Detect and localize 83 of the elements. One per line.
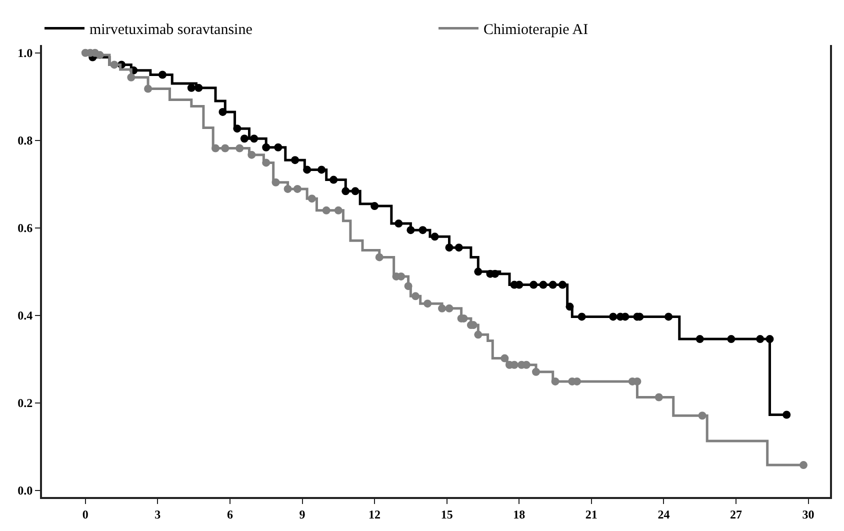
x-tick-label: 24: [658, 507, 670, 522]
point: [233, 124, 242, 133]
point: [240, 134, 248, 143]
point: [782, 410, 791, 419]
point: [96, 51, 104, 60]
point: [334, 206, 342, 214]
point: [530, 280, 538, 289]
point: [236, 144, 244, 152]
point: [127, 73, 136, 82]
x-tick-label: 12: [368, 507, 381, 522]
point: [532, 368, 540, 376]
x-tick-label: 21: [585, 507, 598, 522]
y-tick-label: 0.8: [18, 134, 33, 148]
point: [308, 194, 316, 203]
point: [110, 60, 118, 69]
point: [404, 282, 412, 290]
point: [272, 178, 280, 186]
point: [445, 304, 454, 312]
point: [322, 206, 330, 214]
point: [293, 184, 302, 193]
point: [548, 280, 557, 289]
point: [144, 84, 152, 93]
point: [474, 268, 482, 276]
point: [221, 144, 230, 152]
point: [539, 280, 548, 289]
x-tick-label: 18: [513, 507, 526, 522]
point: [445, 244, 454, 252]
point: [698, 412, 706, 420]
point: [330, 176, 338, 184]
point: [406, 226, 415, 234]
point: [664, 312, 673, 321]
point: [558, 280, 567, 289]
point: [158, 70, 166, 79]
point: [609, 312, 618, 321]
y-tick-label: 0.4: [18, 308, 33, 323]
point: [551, 377, 560, 386]
point: [454, 244, 463, 252]
x-tick-label: 27: [730, 507, 742, 522]
point: [262, 143, 270, 152]
point: [727, 335, 736, 344]
point: [799, 461, 808, 470]
point: [696, 335, 704, 344]
point: [430, 232, 439, 241]
point: [424, 300, 432, 308]
point: [303, 166, 312, 174]
legend-label: mirvetuximab soravtansine: [90, 22, 253, 38]
x-tick-label: 6: [226, 507, 233, 522]
y-tick-label: 1.0: [18, 46, 33, 60]
y-tick-label: 0.6: [18, 221, 33, 236]
x-tick-label: 30: [802, 507, 814, 522]
point: [351, 187, 360, 196]
point: [474, 330, 482, 339]
point: [578, 312, 586, 321]
point: [412, 292, 420, 300]
point: [187, 84, 196, 92]
point: [250, 134, 258, 143]
point: [262, 158, 270, 167]
y-tick-label: 0.2: [18, 396, 33, 410]
point: [284, 184, 292, 193]
point: [500, 354, 509, 362]
point: [370, 202, 379, 210]
point: [654, 393, 663, 402]
point: [375, 253, 384, 262]
x-tick-label: 3: [154, 507, 161, 522]
legend-label: Chimioterapie AI: [484, 22, 588, 38]
point: [274, 143, 282, 152]
x-tick-label: 9: [299, 507, 306, 522]
point: [766, 335, 774, 344]
point: [756, 335, 764, 344]
point: [291, 156, 300, 164]
point: [212, 144, 220, 152]
point: [566, 302, 574, 311]
point: [438, 304, 446, 312]
point: [248, 150, 256, 159]
point: [394, 220, 403, 228]
point: [318, 166, 326, 174]
x-tick-label: 15: [440, 507, 453, 522]
x-tick-label: 0: [82, 507, 88, 522]
point: [218, 108, 227, 116]
point: [418, 226, 427, 234]
point: [342, 187, 350, 196]
point: [194, 84, 203, 92]
y-tick-label: 0.0: [18, 484, 33, 498]
